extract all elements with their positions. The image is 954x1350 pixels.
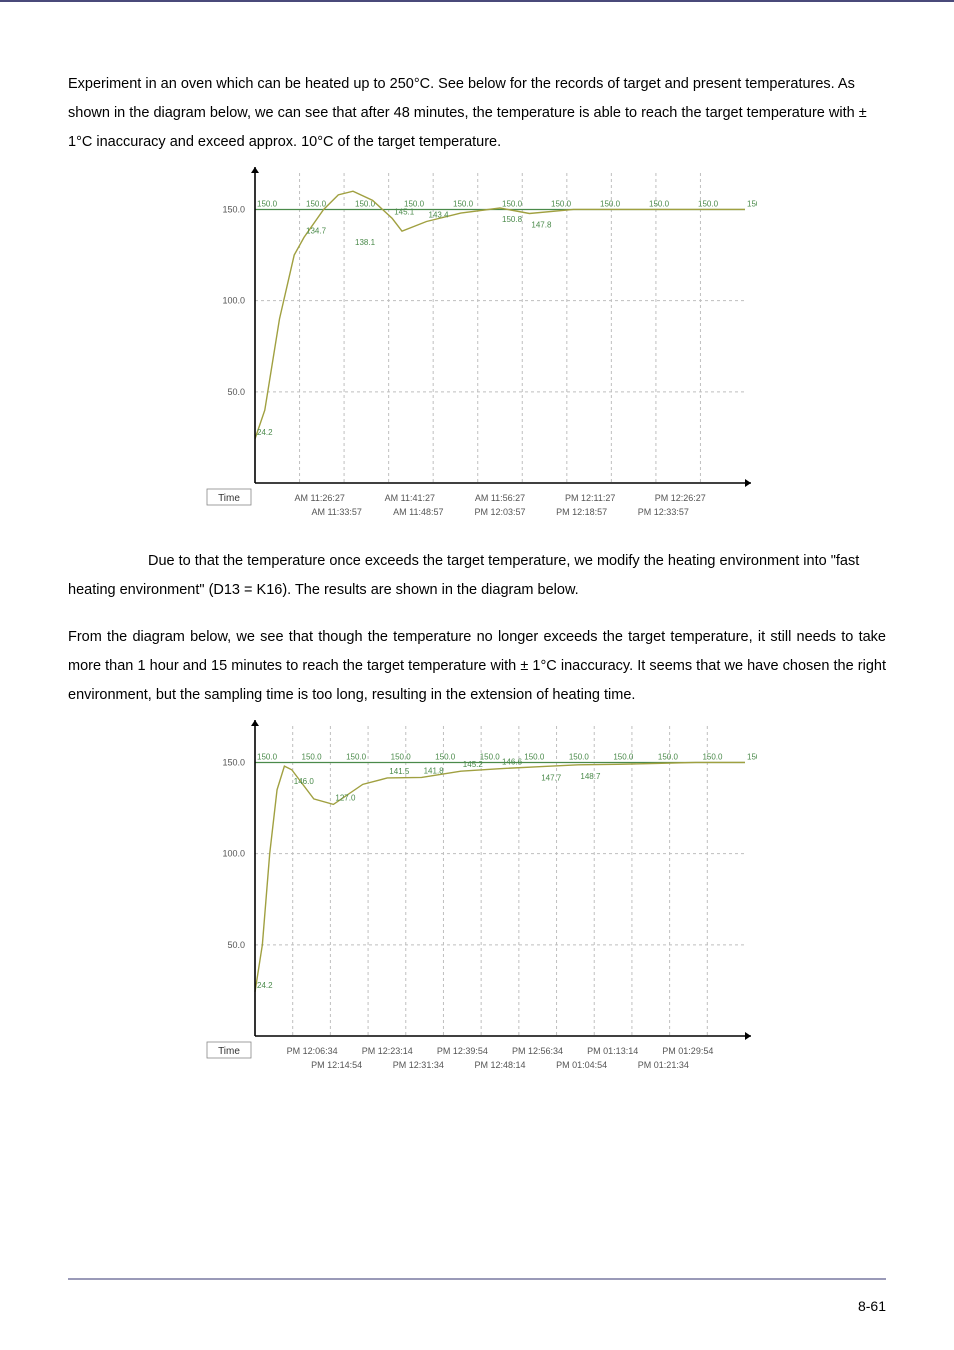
svg-text:PM 12:31:34: PM 12:31:34 [393, 1060, 444, 1070]
svg-text:PM 12:26:27: PM 12:26:27 [655, 493, 706, 503]
svg-text:PM 12:18:57: PM 12:18:57 [556, 507, 607, 517]
svg-text:145.2: 145.2 [463, 760, 484, 769]
svg-text:150.0: 150.0 [222, 757, 245, 767]
svg-text:143.4: 143.4 [429, 211, 450, 220]
svg-text:150.0: 150.0 [698, 199, 719, 208]
svg-text:24.2: 24.2 [257, 428, 273, 437]
svg-text:150.8: 150.8 [502, 215, 523, 224]
svg-text:150.0: 150.0 [658, 752, 679, 761]
svg-text:141.8: 141.8 [424, 766, 445, 775]
svg-text:PM 12:33:57: PM 12:33:57 [638, 507, 689, 517]
svg-text:150.0: 150.0 [257, 199, 278, 208]
svg-text:PM 01:29:54: PM 01:29:54 [662, 1046, 713, 1056]
svg-text:Time: Time [218, 493, 240, 504]
svg-text:PM 01:13:14: PM 01:13:14 [587, 1046, 638, 1056]
temperature-chart-2: 50.0100.0150.0150.0150.0150.0150.0150.01… [197, 718, 757, 1088]
svg-text:150.0: 150.0 [569, 752, 590, 761]
svg-text:145.1: 145.1 [394, 207, 415, 216]
temperature-chart-1: 50.0100.0150.0150.0150.0150.0150.0150.01… [197, 165, 757, 535]
svg-text:150.0: 150.0 [524, 752, 545, 761]
svg-text:150.0: 150.0 [600, 199, 621, 208]
svg-text:Time: Time [218, 1046, 240, 1057]
svg-text:100.0: 100.0 [222, 296, 245, 306]
svg-text:50.0: 50.0 [227, 387, 245, 397]
svg-text:PM 12:48:14: PM 12:48:14 [474, 1060, 525, 1070]
svg-text:150.0: 150.0 [391, 752, 412, 761]
svg-text:100.0: 100.0 [222, 849, 245, 859]
svg-text:24.2: 24.2 [257, 981, 273, 990]
paragraph-1: Experiment in an oven which can be heate… [68, 70, 886, 157]
svg-text:AM 11:41:27: AM 11:41:27 [385, 493, 435, 503]
svg-text:146.6: 146.6 [502, 758, 523, 767]
svg-text:127.0: 127.0 [335, 793, 356, 802]
paragraph-3: From the diagram below, we see that thou… [68, 623, 886, 710]
svg-text:PM 01:04:54: PM 01:04:54 [556, 1060, 607, 1070]
svg-text:150.0: 150.0 [346, 752, 367, 761]
svg-text:AM 11:33:57: AM 11:33:57 [311, 507, 361, 517]
svg-text:150.0: 150.0 [747, 199, 757, 208]
svg-text:150.0: 150.0 [702, 752, 723, 761]
svg-text:150.0: 150.0 [502, 199, 523, 208]
svg-text:50.0: 50.0 [227, 940, 245, 950]
svg-text:150.0: 150.0 [306, 199, 327, 208]
svg-text:150.0: 150.0 [222, 204, 245, 214]
svg-text:PM 01:21:34: PM 01:21:34 [638, 1060, 689, 1070]
svg-text:147.7: 147.7 [541, 774, 562, 783]
page-number: 8-61 [858, 1298, 886, 1314]
svg-text:141.5: 141.5 [389, 767, 410, 776]
svg-text:PM 12:56:34: PM 12:56:34 [512, 1046, 563, 1056]
svg-text:147.8: 147.8 [531, 220, 552, 229]
svg-text:AM 11:26:27: AM 11:26:27 [294, 493, 344, 503]
svg-text:150.0: 150.0 [435, 752, 456, 761]
svg-text:150.0: 150.0 [302, 752, 323, 761]
svg-text:PM 12:39:54: PM 12:39:54 [437, 1046, 488, 1056]
chart-1-container: 50.0100.0150.0150.0150.0150.0150.0150.01… [68, 165, 886, 535]
svg-text:150.0: 150.0 [747, 752, 757, 761]
svg-text:150.0: 150.0 [257, 752, 278, 761]
svg-text:146.0: 146.0 [294, 777, 315, 786]
svg-text:148.7: 148.7 [580, 772, 601, 781]
svg-text:150.0: 150.0 [649, 199, 670, 208]
svg-text:138.1: 138.1 [355, 238, 376, 247]
svg-text:PM 12:23:14: PM 12:23:14 [362, 1046, 413, 1056]
svg-text:134.7: 134.7 [306, 226, 327, 235]
svg-text:PM 12:06:34: PM 12:06:34 [287, 1046, 338, 1056]
chart-2-container: 50.0100.0150.0150.0150.0150.0150.0150.01… [68, 718, 886, 1088]
paragraph-2: Due to that the temperature once exceeds… [68, 547, 886, 605]
svg-text:AM 11:48:57: AM 11:48:57 [393, 507, 443, 517]
svg-text:150.0: 150.0 [551, 199, 572, 208]
svg-text:PM 12:03:57: PM 12:03:57 [474, 507, 525, 517]
svg-text:150.0: 150.0 [453, 199, 474, 208]
svg-text:PM 12:14:54: PM 12:14:54 [311, 1060, 362, 1070]
svg-text:150.0: 150.0 [613, 752, 634, 761]
svg-text:AM 11:56:27: AM 11:56:27 [475, 493, 525, 503]
footer-rule [68, 1278, 886, 1280]
svg-text:PM 12:11:27: PM 12:11:27 [565, 493, 615, 503]
